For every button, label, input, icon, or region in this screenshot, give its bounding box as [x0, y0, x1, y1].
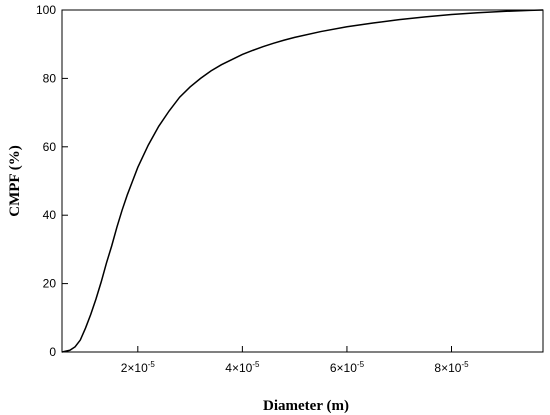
x-tick-label-times: × — [441, 361, 448, 375]
x-tick-label-mantissa: 6 — [330, 361, 337, 375]
x-tick-label: 2×10-5 — [121, 360, 156, 375]
x-tick-label-mantissa: 2 — [121, 361, 128, 375]
series-line — [61, 9, 544, 353]
x-tick-label-mantissa: 8 — [434, 361, 441, 375]
x-axis-ticks: 2×10-5 4×10-5 6×10-5 8×10-5 — [121, 346, 469, 375]
x-tick-label-mantissa: 4 — [225, 361, 232, 375]
x-tick-label-exponent: -5 — [252, 360, 260, 369]
x-tick-label-times: × — [232, 361, 239, 375]
y-tick-label: 60 — [43, 140, 57, 154]
x-tick-label: 4×10-5 — [225, 360, 260, 375]
y-tick-label: 0 — [49, 345, 56, 359]
y-tick-label: 20 — [43, 277, 57, 291]
x-tick-label-base: 10 — [448, 361, 462, 375]
y-tick-label: 100 — [36, 3, 56, 17]
x-tick-label-times: × — [337, 361, 344, 375]
y-axis-ticks: 0 20 40 60 80 100 — [36, 3, 68, 359]
x-tick-label-base: 10 — [344, 361, 358, 375]
y-axis-title: CMPF (%) — [7, 145, 23, 217]
x-axis-title: Diameter (m) — [263, 398, 349, 414]
y-tick-label: 40 — [43, 208, 57, 222]
plot-frame — [61, 9, 544, 353]
x-tick-label: 6×10-5 — [330, 360, 365, 375]
x-tick-label-exponent: -5 — [461, 360, 469, 369]
x-tick-label-exponent: -5 — [357, 360, 365, 369]
y-tick-label: 80 — [43, 71, 57, 85]
x-tick-label-exponent: -5 — [148, 360, 156, 369]
x-tick-label-times: × — [127, 361, 134, 375]
x-tick-label-base: 10 — [134, 361, 148, 375]
x-tick-label: 8×10-5 — [434, 360, 469, 375]
x-tick-label-base: 10 — [239, 361, 253, 375]
